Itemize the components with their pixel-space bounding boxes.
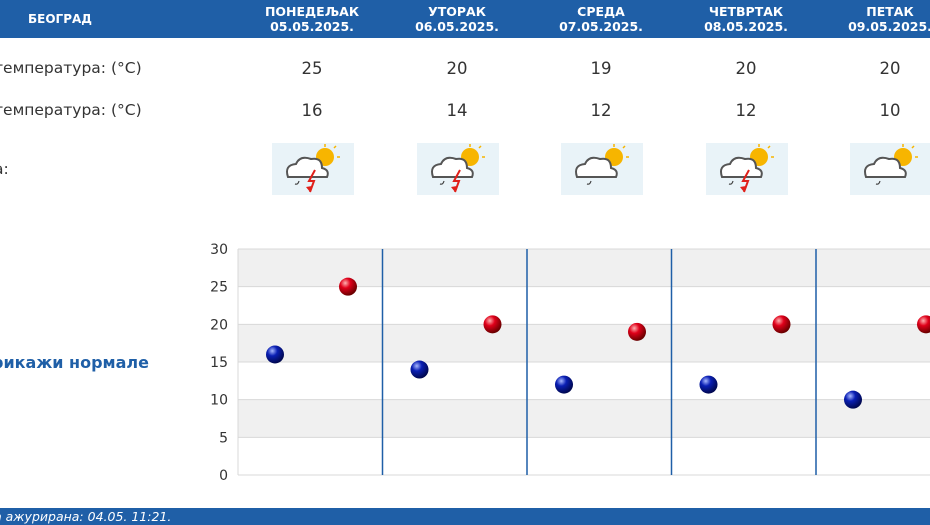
day-name: ПОНЕДЕЉАК — [264, 4, 360, 19]
y-tick-label: 25 — [210, 280, 228, 296]
min-temp-point — [266, 345, 284, 364]
cloud-sun-thunder-icon — [417, 143, 499, 195]
day-date: 08.05.2025. — [704, 19, 788, 34]
city-name: БЕОГРАД — [28, 12, 92, 26]
day-date: 09.05.2025. — [848, 19, 930, 34]
day-header-2: УТОРАК 06.05.2025. — [385, 4, 529, 34]
max-temp-value: 20 — [446, 59, 468, 78]
day-date: 07.05.2025. — [559, 19, 643, 34]
last-updated-text: а ажурирана: 04.05. 11:21. — [0, 509, 172, 524]
max-temp-point — [917, 315, 930, 334]
day-date: 06.05.2025. — [415, 19, 499, 34]
max-temp-point — [339, 277, 357, 296]
cloud-sun-rain-icon — [561, 143, 643, 195]
forecast-header: БЕОГРАД ПОНЕДЕЉАК 05.05.2025. УТОРАК 06.… — [0, 0, 930, 38]
max-temp-value: 19 — [590, 59, 612, 78]
max-temp-point — [483, 315, 502, 334]
max-temp-value: 20 — [735, 59, 757, 78]
cloud-sun-thunder-icon — [706, 143, 788, 195]
max-temp-point — [772, 315, 791, 334]
max-temp-value: 25 — [301, 59, 323, 78]
day-name: ЧЕТВРТАК — [708, 4, 784, 19]
y-tick-label: 30 — [210, 242, 228, 258]
day-header-4: ЧЕТВРТАК 08.05.2025. — [674, 4, 818, 34]
min-temp-point — [410, 360, 429, 379]
day-name: ПЕТАК — [866, 4, 914, 19]
day-header-5: ПЕТАК 09.05.2025. — [818, 4, 930, 34]
day-date: 05.05.2025. — [270, 19, 354, 34]
min-temp-value: 16 — [301, 101, 323, 120]
chart-band — [238, 399, 930, 438]
y-tick-label: 0 — [219, 468, 228, 484]
day-name: УТОРАК — [428, 4, 486, 19]
min-temp-point — [555, 375, 573, 394]
max-temp-label: температура: (°C) — [0, 59, 142, 77]
cloud-sun-thunder-icon — [272, 143, 354, 195]
max-temp-value: 20 — [879, 59, 901, 78]
max-temp-point — [628, 322, 646, 341]
min-temp-label: температура: (°C) — [0, 101, 142, 119]
min-temp-point — [844, 390, 862, 409]
cloud-sun-rain-icon — [850, 143, 930, 195]
y-tick-label: 20 — [210, 317, 228, 333]
weather-label: а: — [0, 160, 9, 178]
y-tick-label: 10 — [210, 393, 228, 409]
day-name: СРЕДА — [577, 4, 625, 19]
min-temp-point — [699, 375, 718, 394]
last-updated-bar: а ажурирана: 04.05. 11:21. — [0, 508, 930, 525]
min-temp-value: 14 — [446, 101, 468, 120]
min-temp-value: 12 — [735, 101, 757, 120]
chart-band — [238, 324, 930, 362]
min-temp-value: 10 — [879, 101, 901, 120]
day-header-1: ПОНЕДЕЉАК 05.05.2025. — [240, 4, 384, 34]
y-tick-label: 5 — [219, 430, 228, 446]
show-normals-link[interactable]: рикажи нормале — [0, 353, 149, 372]
min-temp-value: 12 — [590, 101, 612, 120]
y-tick-label: 15 — [210, 355, 228, 371]
day-header-3: СРЕДА 07.05.2025. — [529, 4, 673, 34]
